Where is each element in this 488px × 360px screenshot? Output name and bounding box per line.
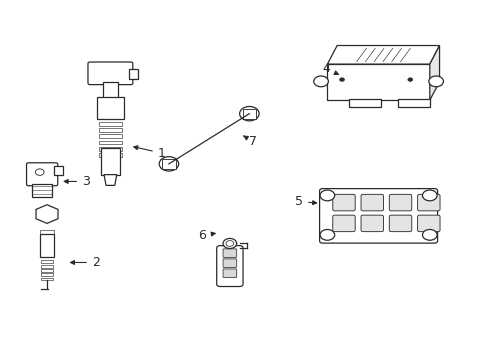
Polygon shape (36, 205, 58, 224)
Bar (41, 269, 53, 272)
Circle shape (159, 157, 178, 171)
Bar (40, 230, 54, 234)
Bar (397, 99, 429, 107)
Bar (41, 260, 53, 263)
Text: 5: 5 (295, 195, 316, 208)
Bar (99, 153, 122, 157)
FancyBboxPatch shape (417, 194, 439, 211)
FancyBboxPatch shape (360, 215, 383, 231)
Circle shape (225, 240, 233, 246)
FancyBboxPatch shape (417, 215, 439, 231)
Bar (40, 246, 54, 250)
Bar (41, 265, 53, 267)
Bar (54, 166, 63, 175)
Bar (99, 140, 122, 144)
Circle shape (313, 76, 328, 87)
FancyBboxPatch shape (332, 215, 354, 231)
FancyBboxPatch shape (223, 259, 236, 267)
FancyBboxPatch shape (332, 194, 354, 211)
Bar (162, 159, 175, 169)
Polygon shape (327, 45, 439, 64)
Circle shape (428, 76, 443, 87)
Circle shape (422, 190, 436, 201)
Bar (40, 235, 54, 239)
Bar (242, 109, 256, 119)
Circle shape (223, 238, 236, 248)
Circle shape (422, 229, 436, 240)
Bar (41, 278, 53, 280)
Bar (101, 148, 120, 175)
FancyBboxPatch shape (223, 269, 236, 278)
Bar (99, 122, 122, 126)
Bar (97, 97, 124, 119)
Circle shape (339, 78, 344, 81)
Circle shape (407, 78, 412, 81)
Bar (129, 69, 138, 79)
Text: 3: 3 (64, 175, 90, 188)
Bar (99, 147, 122, 150)
FancyBboxPatch shape (388, 215, 411, 231)
Circle shape (320, 229, 334, 240)
Polygon shape (429, 45, 439, 100)
FancyBboxPatch shape (388, 194, 411, 211)
Text: 1: 1 (134, 146, 165, 159)
Bar (348, 99, 380, 107)
Bar (40, 234, 54, 257)
FancyBboxPatch shape (319, 189, 437, 243)
Circle shape (35, 169, 44, 175)
FancyBboxPatch shape (26, 163, 58, 186)
Circle shape (320, 190, 334, 201)
FancyBboxPatch shape (216, 246, 243, 287)
FancyBboxPatch shape (223, 249, 236, 257)
Polygon shape (104, 175, 117, 185)
Bar (99, 129, 122, 132)
FancyBboxPatch shape (360, 194, 383, 211)
Bar (102, 82, 118, 98)
Bar (99, 134, 122, 138)
Text: 7: 7 (244, 135, 257, 148)
Text: 2: 2 (70, 256, 100, 269)
Bar (40, 240, 54, 244)
FancyBboxPatch shape (88, 62, 133, 85)
Bar (327, 64, 429, 100)
Bar (32, 184, 52, 197)
Bar (41, 273, 53, 276)
Text: 4: 4 (322, 62, 338, 75)
Text: 6: 6 (198, 229, 215, 242)
Circle shape (239, 107, 259, 121)
